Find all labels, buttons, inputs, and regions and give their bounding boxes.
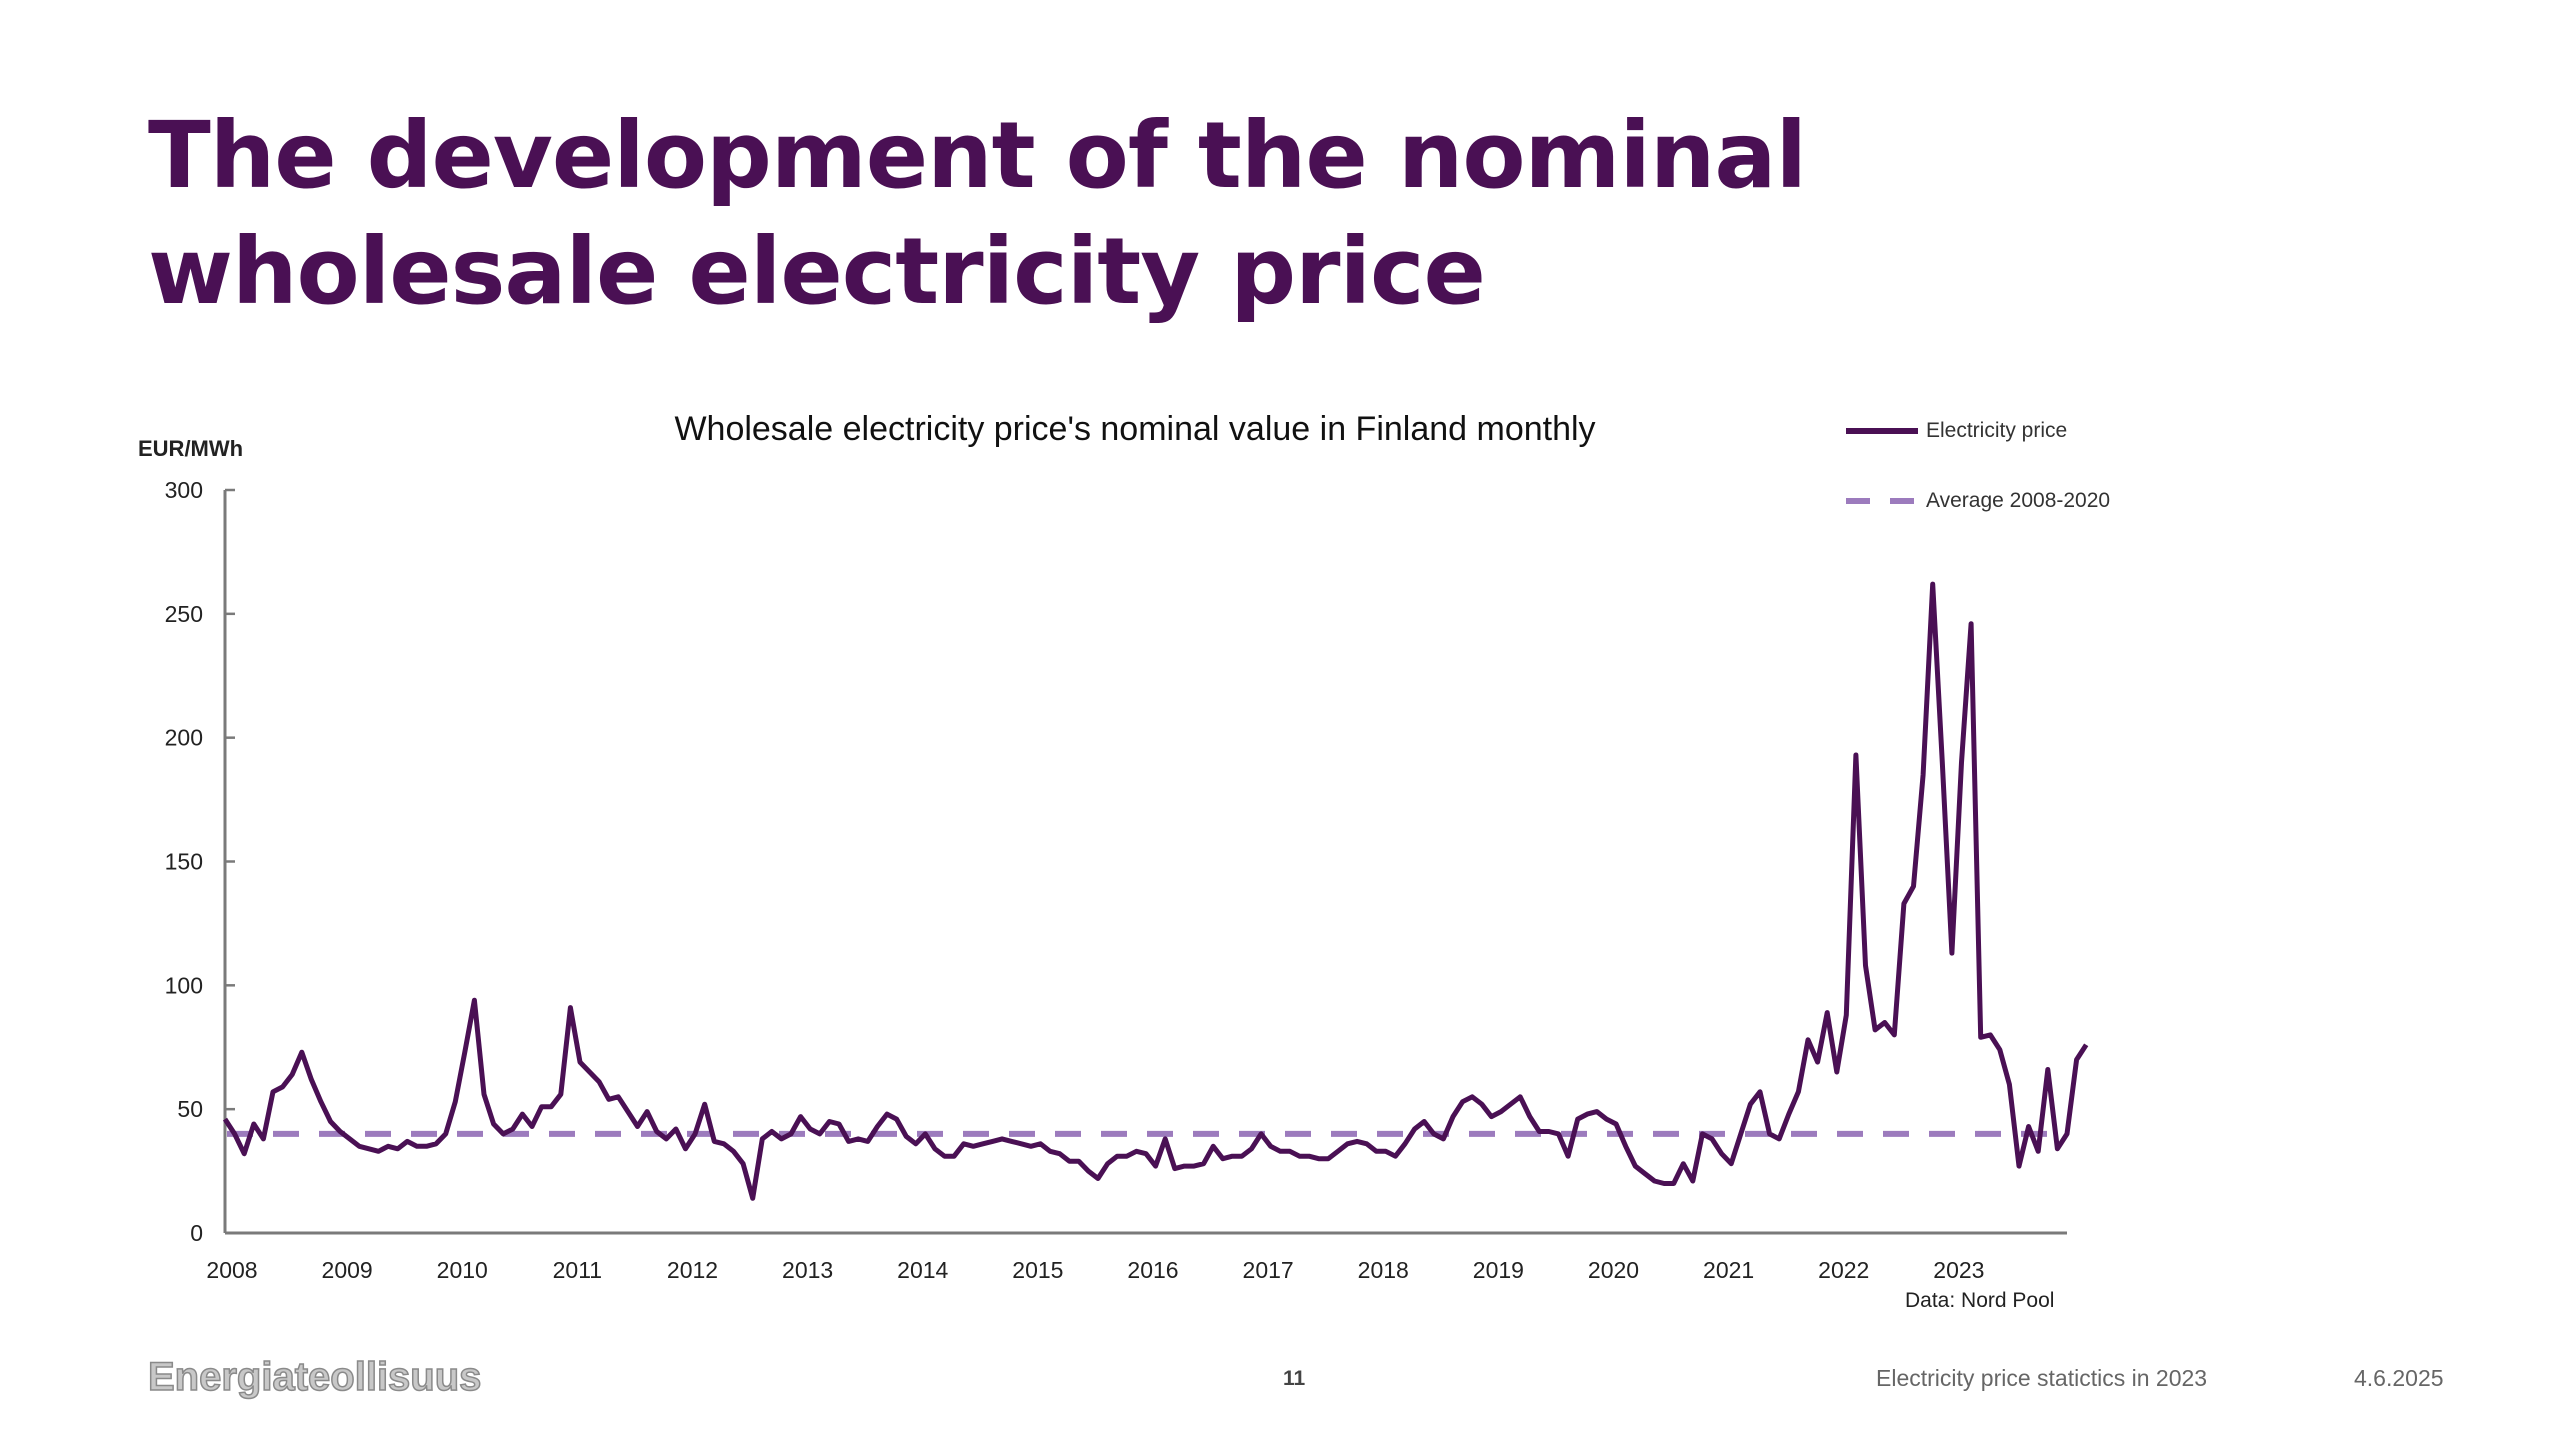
y-tick-label: 150 [165,849,203,875]
x-tick-label: 2019 [1473,1257,1524,1283]
price-line [222,581,2089,1201]
page-number: 11 [1283,1367,1306,1390]
x-tick-label: 2012 [667,1257,718,1283]
legend-solid-line-icon [1846,428,1918,434]
y-tick-label: 300 [165,477,203,503]
footer-presentation-title: Electricity price statictics in 2023 [1876,1365,2208,1391]
y-tick-label: 200 [165,725,203,751]
x-tick-label: 2011 [553,1257,602,1283]
x-tick-label: 2016 [1127,1257,1178,1283]
x-tick-label: 2013 [782,1257,833,1283]
x-tick-label: 2021 [1703,1257,1754,1283]
legend-item-price: Electricity price [1846,415,2110,447]
y-tick-label: 0 [190,1220,203,1246]
x-tick-label: 2014 [897,1257,948,1283]
chart-legend: Electricity price Average 2008-2020 [1846,415,2110,555]
x-tick-label: 2010 [437,1257,488,1283]
footer-date: 4.6.2025 [2354,1365,2444,1391]
x-tick-label: 2015 [1012,1257,1063,1283]
x-tick-label: 2017 [1243,1257,1294,1283]
legend-label-average: Average 2008-2020 [1926,489,2111,512]
legend-item-average: Average 2008-2020 [1846,485,2110,517]
x-tick-label: 2008 [206,1257,257,1283]
legend-label-price: Electricity price [1926,419,2068,442]
y-tick-label: 250 [165,601,203,627]
company-logo: Energiateollisuus [147,1354,482,1400]
y-axis-label: EUR/MWh [138,436,244,461]
x-tick-label: 2022 [1818,1257,1869,1283]
chart-title: Wholesale electricity price's nominal va… [674,410,1596,448]
y-tick-label: 50 [177,1096,203,1122]
y-tick-label: 100 [165,972,203,998]
legend-dashed-line-icon [1846,498,1918,504]
data-source-note: Data: Nord Pool [1905,1289,2055,1312]
x-tick-label: 2020 [1588,1257,1639,1283]
x-tick-label: 2009 [322,1257,373,1283]
x-tick-label: 2018 [1358,1257,1409,1283]
x-tick-label: 2023 [1933,1257,1984,1283]
slide-title: The development of the nominal wholesale… [148,102,1807,325]
